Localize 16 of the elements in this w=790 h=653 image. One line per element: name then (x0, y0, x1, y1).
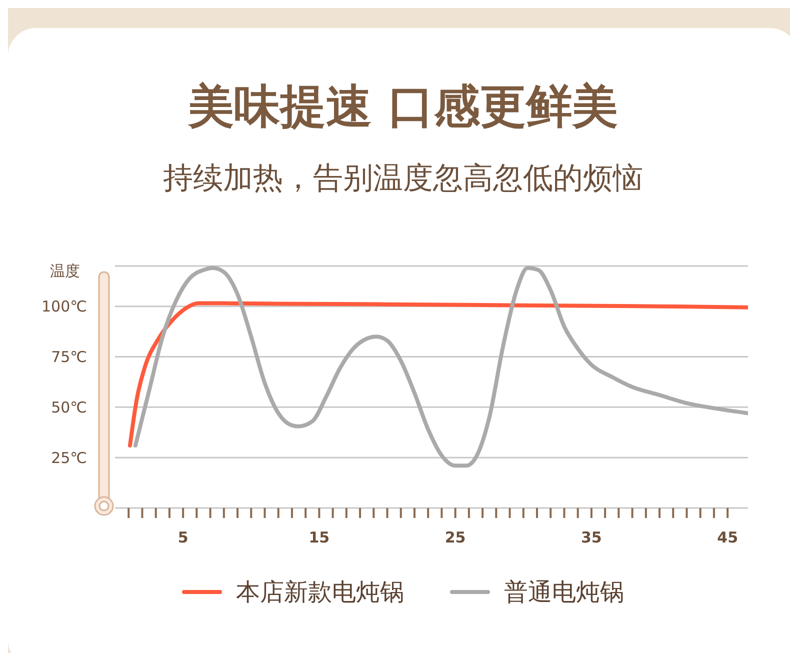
y-tick-label: 25℃ (51, 448, 87, 467)
legend-label: 普通电炖锅 (504, 577, 624, 608)
legend-label: 本店新款电炖锅 (236, 577, 404, 608)
x-tick-label: 25 (444, 528, 466, 547)
chart-subtitle: 持续加热，告别温度忽高忽低的烦恼 (162, 160, 644, 198)
y-tick-label: 100℃ (42, 298, 87, 316)
y-axis-title: 温度 (50, 262, 80, 281)
x-tick-label: 35 (581, 528, 602, 547)
chart-title: 美味提速 口感更鲜美 (186, 78, 619, 135)
x-tick-label: 45 (717, 528, 738, 547)
y-tick-label: 50℃ (51, 398, 87, 416)
x-tick-label: 15 (308, 528, 330, 547)
line-series (133, 266, 748, 468)
x-tick-label: 5 (178, 528, 188, 547)
y-tick-label: 75℃ (51, 348, 87, 366)
line-series (128, 301, 748, 448)
